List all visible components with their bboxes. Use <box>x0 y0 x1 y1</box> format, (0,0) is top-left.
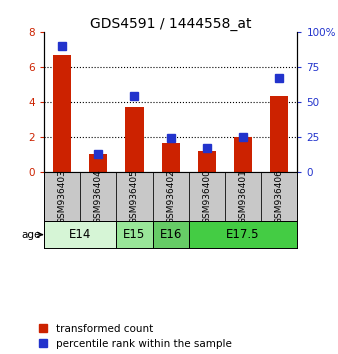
Bar <box>189 172 225 221</box>
Bar <box>80 172 116 221</box>
Text: GSM936406: GSM936406 <box>275 169 284 224</box>
Text: E14: E14 <box>69 228 91 241</box>
Bar <box>198 151 216 172</box>
Bar <box>53 55 71 172</box>
Text: GSM936403: GSM936403 <box>57 169 67 224</box>
Bar <box>44 172 80 221</box>
Text: age: age <box>22 230 41 240</box>
Text: E15: E15 <box>123 228 146 241</box>
Bar <box>116 172 152 221</box>
Bar <box>270 96 288 172</box>
Bar <box>261 172 297 221</box>
Text: GSM936400: GSM936400 <box>202 169 211 224</box>
Bar <box>225 172 261 221</box>
Bar <box>189 221 297 248</box>
Text: GSM936401: GSM936401 <box>239 169 248 224</box>
Text: GSM936402: GSM936402 <box>166 169 175 224</box>
Title: GDS4591 / 1444558_at: GDS4591 / 1444558_at <box>90 17 251 31</box>
Bar <box>116 221 152 248</box>
Bar <box>162 143 180 172</box>
Bar <box>89 154 107 172</box>
Text: GSM936405: GSM936405 <box>130 169 139 224</box>
Legend: transformed count, percentile rank within the sample: transformed count, percentile rank withi… <box>39 324 232 349</box>
Text: E17.5: E17.5 <box>226 228 260 241</box>
Bar <box>234 137 252 172</box>
Text: E16: E16 <box>160 228 182 241</box>
Bar <box>125 107 144 172</box>
Bar <box>44 221 116 248</box>
Bar <box>152 172 189 221</box>
Bar <box>152 221 189 248</box>
Text: GSM936404: GSM936404 <box>94 169 103 224</box>
